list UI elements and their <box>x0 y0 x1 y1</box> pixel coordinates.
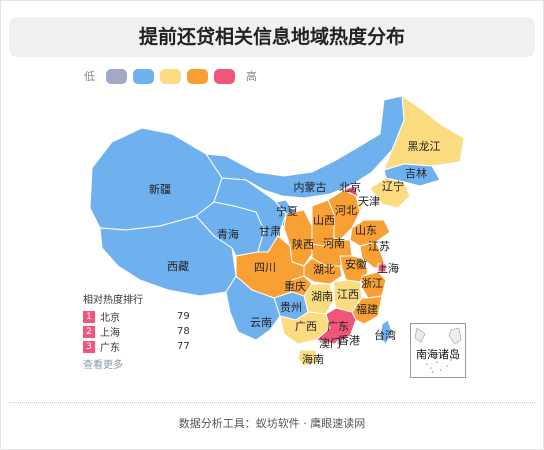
map-region-label: 安徽 <box>345 257 367 271</box>
inset-label: 南海诸岛 <box>416 348 460 361</box>
map-region-label: 河北 <box>335 204 357 217</box>
ranking-row[interactable]: 1 北京 79 <box>83 309 213 324</box>
map-region-shape[interactable] <box>297 349 319 367</box>
map-region-shape[interactable] <box>303 257 343 285</box>
map-region-label: 台湾 <box>374 328 396 342</box>
map-region-label: 陕西 <box>292 237 314 251</box>
map-region-label: 西藏 <box>167 260 189 273</box>
map-region-shape[interactable] <box>336 340 342 346</box>
south-china-sea-inset: 南海诸岛 <box>410 323 466 378</box>
map-region-label: 江苏 <box>368 240 390 253</box>
rank-value: 77 <box>177 341 190 352</box>
map-region-label: 香港 <box>338 334 360 347</box>
ranking-panel: 相对热度排行 1 北京 79 2 上海 78 3 广东 77 查看更多 <box>83 291 213 371</box>
chart-title: 提前还贷相关信息地域热度分布 <box>9 17 535 57</box>
map-region-label: 内蒙古 <box>294 180 327 194</box>
legend-high-label: 高 <box>246 70 257 83</box>
map-region-label: 四川 <box>254 261 276 274</box>
map-region-shape[interactable] <box>351 295 383 325</box>
inset-islands-map <box>414 327 462 373</box>
map-region-label: 宁夏 <box>276 204 298 218</box>
map-region-shape[interactable] <box>349 219 391 247</box>
map-region-label: 青海 <box>217 227 239 241</box>
map-region-label: 吉林 <box>405 166 427 180</box>
map-region-label: 广西 <box>295 320 317 333</box>
legend-swatch-level-1[interactable] <box>133 68 154 84</box>
legend-swatch-level-3[interactable] <box>187 68 208 84</box>
map-region-shape[interactable] <box>369 177 411 209</box>
ranking-row[interactable]: 2 上海 78 <box>83 324 213 339</box>
map-region-shape[interactable] <box>225 275 281 341</box>
rank-value: 78 <box>177 326 190 337</box>
map-region-label: 上海 <box>377 261 399 275</box>
map-region-label: 海南 <box>302 352 324 366</box>
rank-number-badge: 2 <box>83 325 95 338</box>
rank-region-name: 广东 <box>100 343 120 354</box>
map-region-shape[interactable] <box>379 319 393 345</box>
map-region-label: 浙江 <box>361 277 383 290</box>
legend: 低 高 <box>84 67 257 85</box>
map-region-shape[interactable] <box>377 263 387 273</box>
map-region-label: 辽宁 <box>382 179 404 193</box>
map-region-label: 山西 <box>313 214 335 227</box>
legend-low-label: 低 <box>84 70 95 83</box>
ranking-title: 相对热度排行 <box>83 295 143 306</box>
map-region-label: 北京 <box>339 180 361 194</box>
map-region-label: 云南 <box>250 316 272 329</box>
legend-swatch-level-2[interactable] <box>160 68 181 84</box>
rank-number-badge: 1 <box>83 310 95 323</box>
legend-swatch-level-4[interactable] <box>214 68 235 84</box>
rank-value: 79 <box>177 311 190 322</box>
map-region-label: 江西 <box>337 288 359 301</box>
map-region-label: 福建 <box>356 302 378 316</box>
map-region-label: 广东 <box>327 320 349 333</box>
map-region-label: 湖南 <box>311 290 333 303</box>
map-region-label: 新疆 <box>149 182 171 196</box>
map-region-label: 甘肃 <box>259 225 281 238</box>
ranking-row[interactable]: 3 广东 77 <box>83 339 213 354</box>
rank-number-badge: 3 <box>83 340 95 353</box>
legend-swatch-level-0[interactable] <box>106 68 127 84</box>
map-region-label: 河南 <box>323 237 345 250</box>
map-regions <box>89 95 465 367</box>
map-region-label: 湖北 <box>313 263 335 276</box>
footer-source: 数据分析工具：蚁坊软件 · 鹰眼速读网 <box>178 417 366 430</box>
map-region-label: 重庆 <box>284 279 306 293</box>
map-region-label: 山东 <box>355 224 377 237</box>
map-region-shape[interactable] <box>204 95 405 199</box>
view-more-link[interactable]: 查看更多 <box>83 360 123 371</box>
rank-region-name: 北京 <box>100 313 120 324</box>
map-region-label: 天津 <box>358 195 380 208</box>
map-region-shape[interactable] <box>314 307 357 345</box>
map-region-label: 澳门 <box>319 336 341 350</box>
map-region-label: 贵州 <box>280 301 302 314</box>
footer-divider <box>9 402 535 403</box>
map-region-shape[interactable] <box>322 340 328 346</box>
map-region-label: 黑龙江 <box>408 140 441 153</box>
rank-region-name: 上海 <box>100 328 120 339</box>
